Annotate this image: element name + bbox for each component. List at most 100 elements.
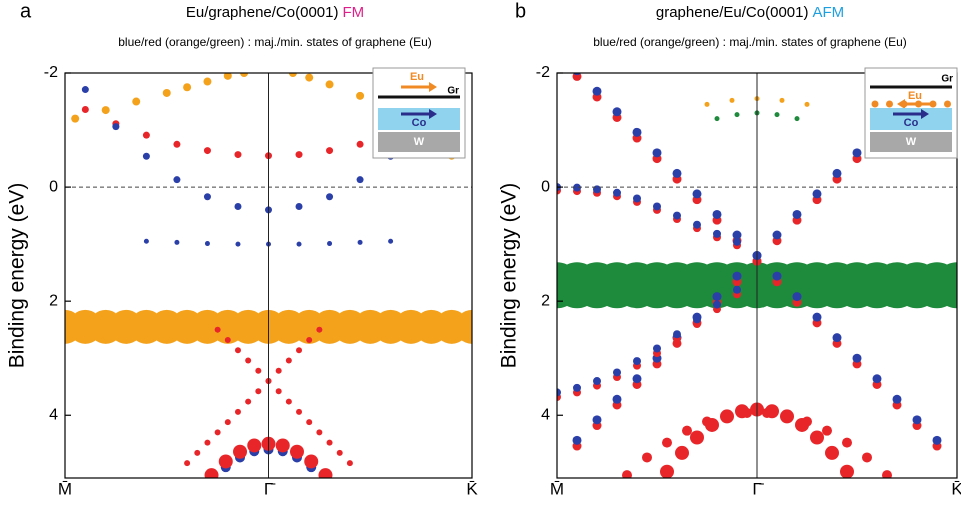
band-point [772,230,782,240]
band-point [732,271,742,281]
band-point [275,438,290,453]
band-point [184,460,191,467]
band-point [289,444,304,459]
band-point [318,468,333,478]
band-point [572,435,582,445]
chart-title: Eu/graphene/Co(0001) FM [186,4,364,21]
band-point [224,419,231,426]
band-point [653,202,661,211]
band-point [733,237,741,246]
band-point [275,388,282,395]
band-point [573,73,581,76]
band-point [204,468,219,478]
band-point [693,220,701,229]
inset-eu-atom [886,100,893,108]
inset-co-layer [378,108,460,130]
y-tick-label: -2 [44,64,58,81]
band-point [214,429,221,436]
band-point [306,336,313,343]
band-point [101,106,110,115]
band-point [642,452,652,463]
band-point [346,460,353,467]
band-point [792,292,802,302]
band-point [296,241,302,247]
band-point [672,168,682,178]
band-point [234,151,242,159]
band-point [892,394,902,404]
band-point [712,209,722,219]
band-point [812,189,822,199]
inset-eu-atom [900,100,908,108]
band-point [633,194,641,203]
band-point [81,86,89,94]
title-tag: FM [342,4,364,21]
band-point [673,211,681,220]
band-point [682,425,692,436]
x-tick-label: M̄ [550,479,564,498]
band-point [705,417,719,432]
band-point [285,357,292,364]
band-point [203,147,211,155]
band-point [780,409,794,424]
band-point [704,101,710,107]
inset-co-label: Co [904,117,919,129]
band-point [653,344,661,353]
x-tick-label: M̄ [58,479,72,498]
band-point [240,73,249,77]
band-point [356,140,364,148]
band-point [729,97,735,103]
band-point [174,239,180,245]
band-point [162,88,171,97]
band-point [326,439,333,446]
plot-frame [556,72,958,479]
band-point [173,140,181,148]
band-point [132,97,141,106]
inset-w-label: W [414,136,425,148]
band-point [183,83,192,92]
band-point [247,438,262,453]
band-point [223,73,232,80]
band-point [233,444,248,459]
band-point [862,452,872,463]
band-point [142,131,150,139]
band-point [235,241,241,247]
band-point [632,374,642,384]
inset-eu-atom [871,100,879,108]
band-point [675,445,689,460]
band-point [194,449,201,456]
band-point [336,449,343,456]
band-point [204,439,211,446]
band-point [306,419,313,426]
band-point [810,430,824,445]
band-point [632,127,642,137]
panel-label: b [515,0,526,22]
inset-w-label: W [906,136,917,148]
band-point [316,429,323,436]
band-point [214,326,221,333]
band-point [572,73,582,81]
inset-gr-label: Gr [447,86,459,97]
band-point [822,425,832,436]
band-point [912,415,922,425]
chart-subtitle: blue/red (orange/green) : maj./min. stat… [593,35,907,49]
band-point [592,415,602,425]
band-point [713,300,721,309]
band-point [204,241,210,247]
band-point [660,464,674,478]
band-point [852,353,862,363]
band-point [245,398,252,405]
band-point [840,464,854,478]
band-point [795,417,809,432]
band-point [203,77,212,86]
band-point [693,315,701,324]
inset-co-arrowhead [429,109,437,119]
band-point [224,336,231,343]
x-tick-label: K̄ [951,479,961,498]
band-point [825,445,839,460]
band-point [872,374,882,384]
inset-w-layer [870,132,952,152]
band-point [142,152,150,160]
band-point [732,230,742,240]
band-point [234,347,241,354]
inset-eu-label: Eu [410,71,424,83]
